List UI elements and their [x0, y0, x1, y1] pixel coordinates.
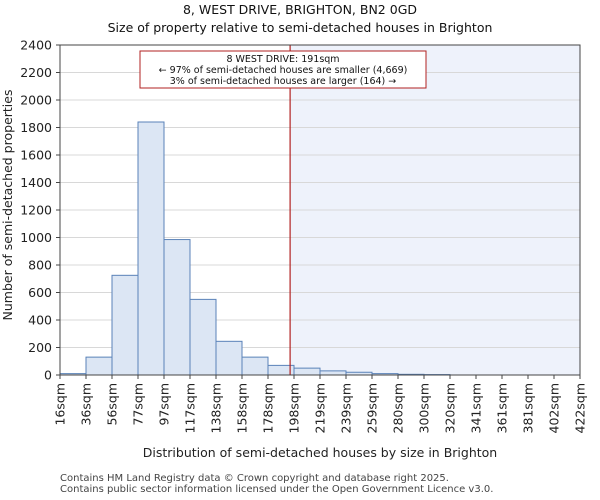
y-tick-label-12: 2400: [20, 38, 52, 53]
y-axis-label: Number of semi-detached properties: [0, 90, 15, 321]
bar-36sqm: [85, 356, 113, 376]
y-tick-label-2: 400: [28, 313, 52, 328]
bar-77sqm: [137, 121, 165, 376]
x-axis-label: Distribution of semi-detached houses by …: [143, 445, 497, 460]
y-tick-label-9: 1800: [20, 120, 52, 135]
x-tick-label-300sqm: 300sqm: [417, 383, 432, 433]
annotation-line-2: ← 97% of semi-detached houses are smalle…: [159, 65, 408, 76]
y-tick-label-0: 0: [44, 368, 52, 383]
x-tick-label-422sqm: 422sqm: [573, 383, 588, 433]
bar-198sqm: [293, 367, 321, 376]
x-tick-label-219sqm: 219sqm: [313, 383, 328, 433]
x-tick-label-16sqm: 16sqm: [53, 383, 68, 426]
annotation-line-1: 8 WEST DRIVE: 191sqm: [226, 54, 339, 65]
footer-line-1: Contains HM Land Registry data © Crown c…: [60, 473, 449, 484]
chart-subtitle: Size of property relative to semi-detach…: [107, 20, 493, 35]
x-tick-label-56sqm: 56sqm: [105, 383, 120, 426]
bar-138sqm: [215, 340, 243, 376]
y-tick-label-5: 1000: [20, 230, 52, 245]
bar-117sqm: [189, 298, 217, 376]
x-tick-label-320sqm: 320sqm: [443, 383, 458, 433]
x-tick-label-158sqm: 158sqm: [235, 383, 250, 433]
annotation-line-3: 3% of semi-detached houses are larger (1…: [170, 76, 397, 87]
bar-219sqm: [319, 370, 347, 376]
y-tick-label-8: 1600: [20, 148, 52, 163]
y-tick-label-4: 800: [28, 258, 52, 273]
x-tick-label-341sqm: 341sqm: [469, 383, 484, 433]
x-tick-label-36sqm: 36sqm: [79, 383, 94, 426]
footer-line-2: Contains public sector information licen…: [60, 484, 494, 495]
y-tick-label-1: 200: [28, 340, 52, 355]
y-tick-label-7: 1400: [20, 175, 52, 190]
x-tick-label-259sqm: 259sqm: [365, 383, 380, 433]
x-tick-label-77sqm: 77sqm: [131, 383, 146, 426]
y-tick-label-11: 2200: [20, 65, 52, 80]
bar-56sqm: [111, 274, 139, 376]
x-tick-label-198sqm: 198sqm: [287, 383, 302, 433]
bar-97sqm: [163, 239, 191, 376]
y-tick-label-6: 1200: [20, 203, 52, 218]
x-tick-label-280sqm: 280sqm: [391, 383, 406, 433]
x-tick-label-361sqm: 361sqm: [495, 383, 510, 433]
x-tick-label-97sqm: 97sqm: [157, 383, 172, 426]
annotation-box: [139, 50, 427, 89]
y-tick-label-3: 600: [28, 285, 52, 300]
chart-title: 8, WEST DRIVE, BRIGHTON, BN2 0GD: [182, 2, 417, 17]
x-tick-label-402sqm: 402sqm: [547, 383, 562, 433]
x-tick-label-178sqm: 178sqm: [261, 383, 276, 433]
y-tick-label-10: 2000: [20, 93, 52, 108]
x-tick-label-239sqm: 239sqm: [339, 383, 354, 433]
x-tick-label-117sqm: 117sqm: [183, 383, 198, 433]
x-tick-label-138sqm: 138sqm: [209, 383, 224, 433]
bar-158sqm: [241, 356, 269, 376]
x-tick-label-381sqm: 381sqm: [521, 383, 536, 433]
